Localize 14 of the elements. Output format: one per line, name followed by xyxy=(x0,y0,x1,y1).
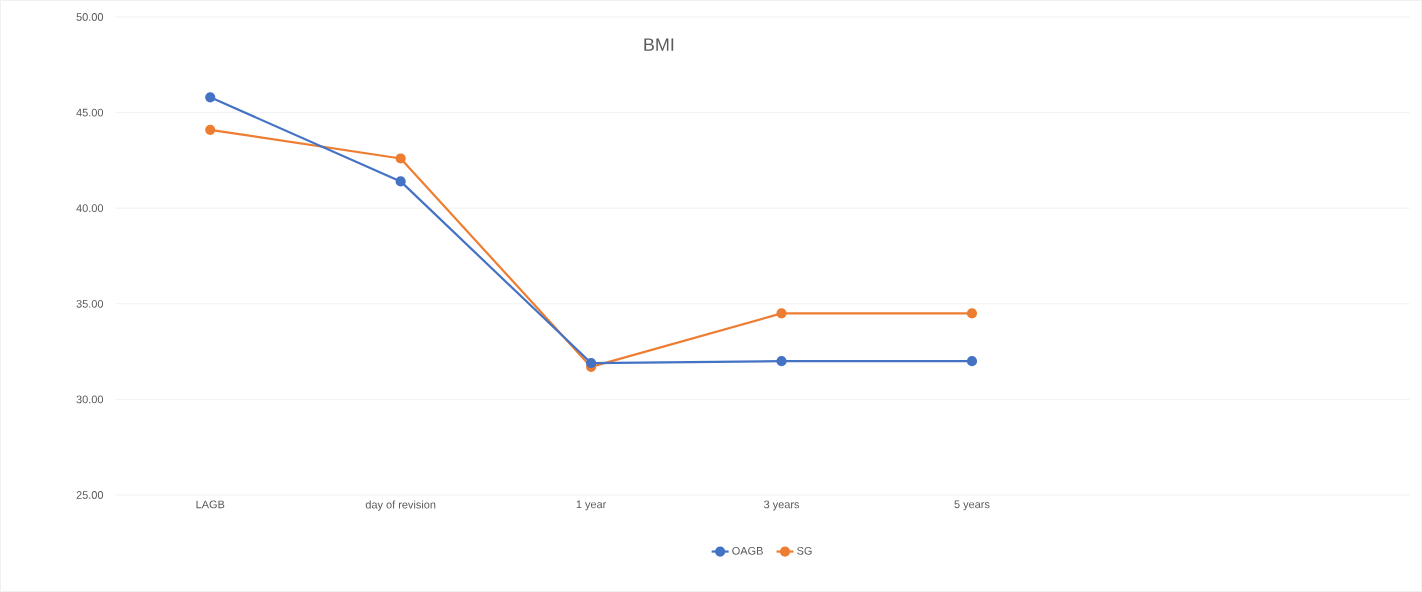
y-tick-label: 35.00 xyxy=(76,299,104,308)
y-tick-label: 25.00 xyxy=(76,491,104,499)
x-tick-label: 5 years xyxy=(954,500,990,511)
x-tick-label: 3 years xyxy=(763,500,800,511)
text: BMI xyxy=(644,38,674,51)
x-tick-label: LAGB xyxy=(196,500,225,509)
y-tick-label: 50.00 xyxy=(76,13,104,21)
x-tick-label: day of revision xyxy=(365,500,436,511)
y-tick-label: 40.00 xyxy=(76,204,104,213)
y-tick-label: 45.00 xyxy=(76,108,104,117)
legend-label: OAGB xyxy=(732,546,763,555)
x-tick-label: 1 year xyxy=(576,500,607,511)
y-tick-label: 30.00 xyxy=(76,395,104,404)
legend-label: SG xyxy=(797,546,812,555)
